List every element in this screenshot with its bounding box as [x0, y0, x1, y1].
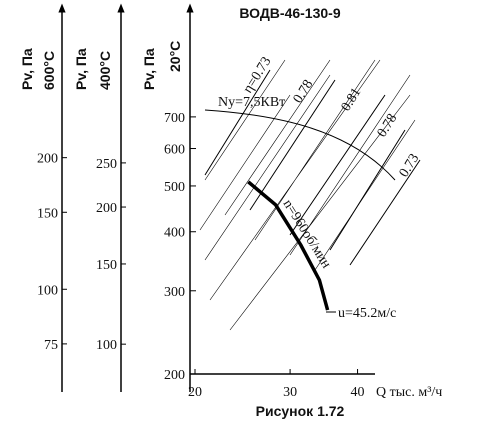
x-label: Q тыс. м³/ч	[376, 385, 442, 400]
y-tick-label: 300	[164, 285, 185, 300]
y-tick-label: 250	[96, 157, 117, 172]
y-temp: 600°C	[41, 51, 57, 90]
y-tick-label: 700	[164, 111, 185, 126]
series-label: n=960об/мин	[280, 197, 334, 271]
y-tick-label: 100	[96, 338, 117, 353]
y-tick-label: 200	[96, 201, 117, 216]
y-tick-label: 100	[37, 283, 58, 298]
x-tick-label: 30	[283, 385, 297, 400]
efficiency-label: 0.81	[339, 85, 365, 114]
x-tick-label: 20	[188, 385, 202, 400]
y-tick-label: 150	[37, 206, 58, 221]
y-tick-label: 200	[164, 368, 185, 383]
curve	[247, 180, 330, 311]
y-temp: 400°C	[97, 51, 113, 90]
y-tick-label: 150	[96, 258, 117, 273]
power-label: Ny=7,5КВт	[218, 95, 285, 110]
y-tick-label: 500	[164, 180, 185, 195]
y-label: Pv, Па	[19, 48, 35, 90]
caption: Рисунок 1.72	[256, 403, 345, 419]
y-tick-label: 400	[164, 226, 185, 241]
y-tick-label: 200	[37, 152, 58, 167]
efficiency-label: 0.73	[397, 151, 423, 180]
speed-label: u=45.2м/с	[338, 306, 396, 321]
y-temp: 20°C	[167, 41, 183, 72]
y-label: Pv, Па	[141, 48, 157, 90]
chart-title: ВОДВ-46-130-9	[239, 5, 340, 21]
y-label: Pv, Па	[73, 48, 89, 90]
decor	[199, 59, 421, 331]
y-tick-label: 600	[164, 143, 185, 158]
x-tick-label: 40	[351, 385, 365, 400]
efficiency-label: 0.78	[291, 77, 317, 106]
y-tick-label: 75	[44, 338, 58, 353]
